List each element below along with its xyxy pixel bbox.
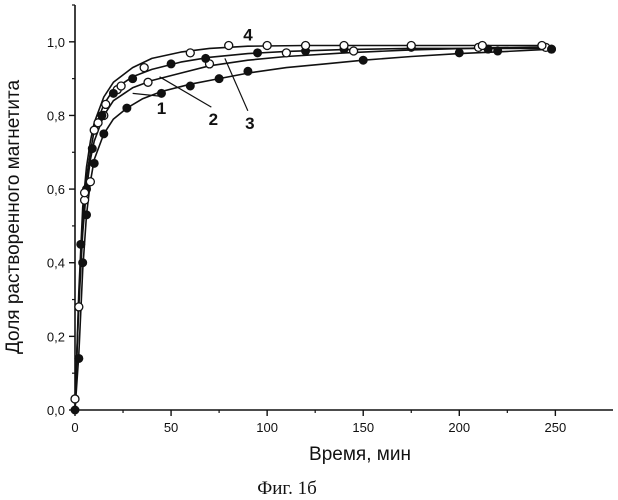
series-1-line	[75, 49, 552, 410]
series-1-point	[455, 49, 463, 57]
series-4-point	[102, 100, 110, 108]
y-tick-label: 0,4	[47, 256, 65, 271]
series-3-point	[129, 75, 137, 83]
y-axis-ticks: 0,0 0,2 0,4 0,6 0,8 1,0	[47, 5, 75, 418]
series-4-point	[340, 42, 348, 50]
series-1-point	[244, 67, 252, 75]
annotation-leader-3	[225, 58, 248, 110]
series-1-point	[186, 82, 194, 90]
series-3-point	[88, 145, 96, 153]
series-4-point	[81, 189, 89, 197]
y-tick-label: 0,6	[47, 182, 65, 197]
series-1-point	[79, 259, 87, 267]
series-2-point	[144, 78, 152, 86]
series-label-2: 2	[209, 110, 218, 129]
x-axis-ticks: 0 50 100 150 200 250	[71, 410, 566, 435]
series-2-point	[282, 49, 290, 57]
x-tick-label: 0	[71, 420, 78, 435]
y-tick-label: 0,2	[47, 329, 65, 344]
series-3-point	[77, 240, 85, 248]
axes	[75, 5, 613, 410]
series-3-point	[202, 54, 210, 62]
x-tick-label: 250	[545, 420, 567, 435]
series-4-point	[90, 126, 98, 134]
series-2-line	[75, 47, 546, 399]
series-4-point	[538, 42, 546, 50]
series-4-point	[407, 42, 415, 50]
series-4-point	[302, 42, 310, 50]
series-3-point	[548, 45, 556, 53]
series-3-point	[254, 49, 262, 57]
series-1-point	[100, 130, 108, 138]
series-2-point	[94, 119, 102, 127]
x-tick-label: 100	[256, 420, 278, 435]
series-3-line	[75, 48, 552, 410]
series-4-point	[263, 42, 271, 50]
series-curves	[75, 46, 552, 411]
x-tick-label: 150	[352, 420, 374, 435]
series-1-point	[71, 406, 79, 414]
series-1-point	[75, 354, 83, 362]
x-tick-label: 50	[164, 420, 178, 435]
y-tick-label: 1,0	[47, 35, 65, 50]
series-1-point	[123, 104, 131, 112]
series-1-point	[494, 47, 502, 55]
series-3-point	[98, 111, 106, 119]
series-2-point	[75, 303, 83, 311]
series-4-point	[478, 42, 486, 50]
series-4-point	[186, 49, 194, 57]
series-3-point	[167, 60, 175, 68]
y-tick-label: 0,0	[47, 403, 65, 418]
y-tick-label: 0,8	[47, 108, 65, 123]
series-1-point	[215, 75, 223, 83]
series-4-point	[117, 82, 125, 90]
series-label-4: 4	[243, 25, 253, 44]
series-3-point	[109, 89, 117, 97]
series-4-point	[140, 64, 148, 72]
series-4-point	[225, 42, 233, 50]
figure-caption: Фиг. 1б	[257, 478, 317, 499]
series-2-point	[350, 47, 358, 55]
series-1-point	[359, 56, 367, 64]
series-1-point	[83, 211, 91, 219]
series-markers	[71, 42, 556, 415]
y-axis-title: Доля растворенного магнетита	[3, 80, 24, 355]
series-1-point	[90, 159, 98, 167]
x-tick-label: 200	[448, 420, 470, 435]
series-4-line	[75, 46, 546, 411]
series-label-1: 1	[157, 99, 166, 118]
series-label-3: 3	[245, 114, 254, 133]
x-axis-title: Время, мин	[309, 444, 411, 465]
series-2-point	[71, 395, 79, 403]
series-2-point	[86, 178, 94, 186]
